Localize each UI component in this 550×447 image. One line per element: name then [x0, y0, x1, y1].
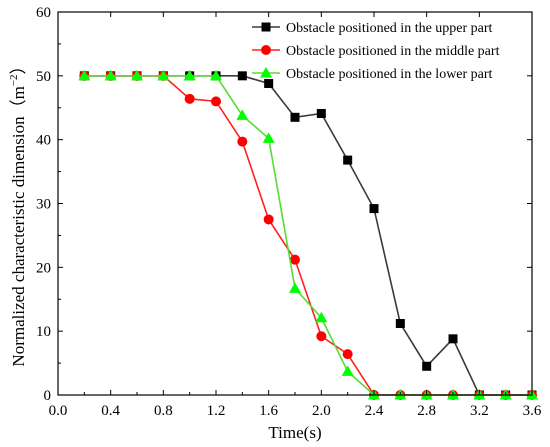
series-line	[84, 75, 532, 396]
data-point	[183, 69, 196, 81]
data-point	[263, 214, 274, 225]
data-point	[131, 69, 143, 81]
legend-marker	[261, 45, 271, 55]
data-point	[264, 78, 274, 88]
series-1	[79, 71, 537, 400]
y-axis-title-close: ）	[9, 57, 28, 74]
data-point	[290, 112, 300, 122]
data-point	[78, 69, 91, 81]
legend-marker	[261, 22, 271, 32]
data-point	[236, 109, 249, 120]
x-tick-label: 3.2	[470, 403, 489, 419]
data-point	[237, 71, 247, 81]
legend-label: Obstacle positioned in the upper part	[286, 21, 493, 36]
data-point	[342, 349, 353, 360]
data-point	[104, 69, 117, 81]
axes-layer: 0.0 0.4 0.8 1.2 1.6 2.0 2.4 2.8 3.2 3.6 0 10 20 30 40 5…	[36, 5, 542, 419]
data-point	[262, 132, 275, 143]
series-line	[84, 75, 532, 396]
y-tick-label: 10	[36, 324, 51, 340]
data-point	[369, 204, 379, 214]
y-axis-title: Normalized characteristic dimension（m−2）	[8, 57, 28, 366]
x-tick-label: 3.6	[523, 403, 542, 419]
y-tick-label: 0	[44, 388, 52, 404]
data-point	[184, 93, 195, 104]
series-3	[78, 69, 538, 400]
x-tick-label: 1.6	[259, 403, 278, 419]
data-point	[210, 69, 222, 81]
y-tick-label: 60	[36, 5, 51, 21]
x-tick-label: 1.2	[207, 403, 226, 419]
data-point	[290, 254, 300, 265]
data-point	[289, 282, 301, 293]
legend-marker	[260, 67, 272, 78]
series-layer	[78, 69, 538, 400]
data-point	[316, 108, 326, 118]
x-tick-label: 2.0	[312, 403, 331, 419]
data-point	[316, 331, 327, 342]
data-point	[315, 311, 328, 323]
x-axis-title: Time(s)	[268, 423, 321, 442]
x-tick-label: 0.0	[49, 403, 68, 419]
x-tick-label: 2.4	[365, 403, 384, 419]
data-point	[157, 69, 170, 81]
y-tick-label: 50	[36, 69, 51, 85]
y-axis-title-superscript: −2	[8, 74, 20, 86]
data-point	[395, 319, 405, 329]
legend-label: Obstacle positioned in the middle part	[286, 44, 500, 59]
y-tick-label: 40	[36, 133, 51, 149]
y-tick-label: 20	[36, 260, 51, 276]
x-tick-label: 2.8	[417, 403, 436, 419]
series-line	[84, 75, 532, 396]
legend: Obstacle positioned in the upper part Obs…	[252, 21, 500, 82]
data-point	[448, 334, 458, 344]
data-point	[422, 361, 432, 371]
x-tick-label: 0.8	[154, 403, 173, 419]
y-axis-title-main: Normalized characteristic dimension（m	[9, 86, 28, 366]
data-point	[343, 155, 353, 165]
legend-label: Obstacle positioned in the lower part	[286, 67, 493, 82]
data-point	[237, 136, 248, 147]
y-tick-label: 30	[36, 197, 51, 213]
x-tick-label: 0.4	[101, 403, 120, 419]
data-point	[211, 96, 221, 107]
data-point	[341, 365, 354, 376]
series-2	[79, 70, 537, 400]
